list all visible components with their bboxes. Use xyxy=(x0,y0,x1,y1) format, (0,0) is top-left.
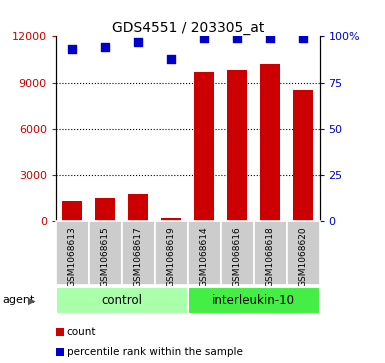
Bar xyxy=(122,221,155,285)
Bar xyxy=(293,90,313,221)
Bar xyxy=(227,70,247,221)
Text: GSM1068614: GSM1068614 xyxy=(200,227,209,287)
Point xyxy=(234,35,240,41)
Text: GSM1068619: GSM1068619 xyxy=(167,227,176,287)
Text: GSM1068616: GSM1068616 xyxy=(233,227,242,287)
Text: GSM1068613: GSM1068613 xyxy=(68,227,77,287)
Text: count: count xyxy=(67,327,96,337)
Text: GSM1068617: GSM1068617 xyxy=(134,227,143,287)
Point xyxy=(135,39,141,45)
Bar xyxy=(128,194,148,221)
Text: GSM1068620: GSM1068620 xyxy=(298,227,308,287)
Point xyxy=(102,45,108,50)
Bar xyxy=(188,287,320,314)
Title: GDS4551 / 203305_at: GDS4551 / 203305_at xyxy=(112,21,264,35)
Point xyxy=(300,35,306,41)
Text: GSM1068615: GSM1068615 xyxy=(101,227,110,287)
Text: ▶: ▶ xyxy=(28,295,35,305)
Bar xyxy=(221,221,254,285)
Text: control: control xyxy=(101,294,142,307)
Text: agent: agent xyxy=(2,295,34,305)
Bar xyxy=(56,221,89,285)
Bar xyxy=(260,64,280,221)
Point xyxy=(201,35,207,41)
Point xyxy=(69,46,75,52)
Bar xyxy=(95,198,115,221)
Bar xyxy=(194,72,214,221)
Text: GSM1068618: GSM1068618 xyxy=(266,227,275,287)
Bar xyxy=(89,221,122,285)
Point xyxy=(267,35,273,41)
Point xyxy=(168,56,174,61)
Bar xyxy=(155,221,188,285)
Bar xyxy=(56,287,188,314)
Bar xyxy=(188,221,221,285)
Text: interleukin-10: interleukin-10 xyxy=(212,294,295,307)
Text: percentile rank within the sample: percentile rank within the sample xyxy=(67,347,243,357)
Bar xyxy=(286,221,320,285)
Bar xyxy=(62,201,82,221)
Bar xyxy=(161,219,181,221)
Bar xyxy=(254,221,286,285)
